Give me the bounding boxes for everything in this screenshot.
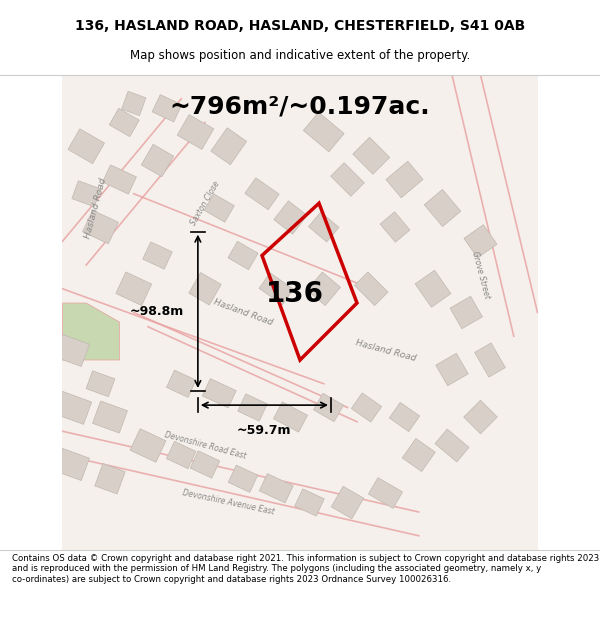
Polygon shape [380,212,410,243]
Polygon shape [189,272,221,305]
Polygon shape [92,401,127,433]
Polygon shape [331,486,364,519]
Polygon shape [424,189,461,226]
Polygon shape [55,449,89,481]
Polygon shape [308,212,339,242]
Polygon shape [331,162,364,196]
Polygon shape [83,210,118,244]
Polygon shape [177,114,214,149]
Polygon shape [274,201,307,234]
Polygon shape [274,402,308,432]
Text: Contains OS data © Crown copyright and database right 2021. This information is : Contains OS data © Crown copyright and d… [12,554,599,584]
Polygon shape [464,225,497,258]
Polygon shape [352,393,382,422]
Polygon shape [143,242,172,269]
Text: Hasland Road: Hasland Road [354,338,417,363]
Polygon shape [402,439,435,471]
Polygon shape [211,127,247,165]
Polygon shape [245,177,279,210]
Polygon shape [313,393,344,422]
Text: ~796m²/~0.197ac.: ~796m²/~0.197ac. [170,94,430,118]
Polygon shape [307,272,340,306]
Polygon shape [228,465,258,492]
Polygon shape [72,181,101,207]
Text: Hasland Road: Hasland Road [212,298,274,328]
Polygon shape [190,451,220,478]
Polygon shape [202,379,236,408]
Polygon shape [259,474,293,503]
Polygon shape [52,391,92,424]
Polygon shape [122,91,146,116]
Polygon shape [304,112,344,152]
Polygon shape [464,400,497,434]
Polygon shape [389,402,419,432]
Polygon shape [55,334,89,366]
Polygon shape [435,429,469,462]
Polygon shape [166,370,196,398]
Polygon shape [62,303,119,360]
Polygon shape [238,394,267,421]
Polygon shape [68,129,104,164]
Polygon shape [436,353,468,386]
Polygon shape [95,464,125,494]
Text: Devonshire Avenue East: Devonshire Avenue East [182,488,275,517]
Polygon shape [295,489,324,516]
Polygon shape [259,272,293,305]
Polygon shape [141,144,174,177]
Polygon shape [368,478,403,508]
Text: 136: 136 [266,279,324,308]
Polygon shape [415,270,451,308]
Text: Saxton Close: Saxton Close [188,179,221,227]
Polygon shape [386,161,423,198]
Polygon shape [228,241,258,269]
Polygon shape [116,272,152,306]
Text: 136, HASLAND ROAD, HASLAND, CHESTERFIELD, S41 0AB: 136, HASLAND ROAD, HASLAND, CHESTERFIELD… [75,19,525,32]
Polygon shape [130,429,166,462]
Polygon shape [355,272,388,306]
Polygon shape [166,441,196,469]
Polygon shape [353,138,390,174]
Text: ~98.8m: ~98.8m [130,305,184,318]
Text: Map shows position and indicative extent of the property.: Map shows position and indicative extent… [130,49,470,62]
Polygon shape [86,371,115,397]
Polygon shape [204,194,234,222]
Polygon shape [475,343,505,377]
Text: ~59.7m: ~59.7m [237,424,292,437]
Polygon shape [152,94,182,122]
Text: Devonshire Road East: Devonshire Road East [163,430,247,461]
Polygon shape [450,296,482,329]
Polygon shape [103,165,136,194]
Text: Hasland Road: Hasland Road [83,177,108,239]
Polygon shape [109,108,139,137]
Text: Grove Street: Grove Street [470,250,491,299]
